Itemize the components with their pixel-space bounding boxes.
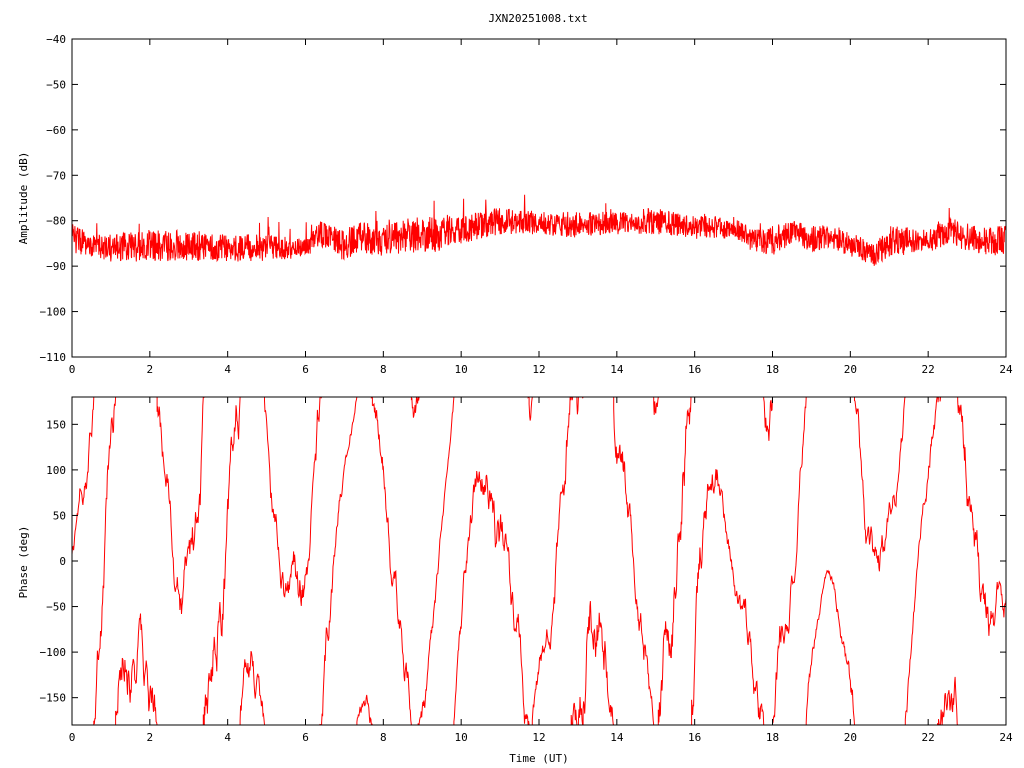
phase-x-tick-label: 16 xyxy=(688,731,701,744)
amplitude-y-tick-label: −40 xyxy=(46,33,66,46)
phase-y-tick-label: 100 xyxy=(46,464,66,477)
phase-x-tick-label: 14 xyxy=(610,731,624,744)
amplitude-x-tick-label: 6 xyxy=(302,363,309,376)
amplitude-y-tick-label: −110 xyxy=(40,351,67,364)
amplitude-plot-frame xyxy=(71,38,1007,358)
phase-series-path xyxy=(71,396,1007,726)
amplitude-y-axis-label: Amplitude (dB) xyxy=(17,152,30,245)
phase-x-tick-label: 4 xyxy=(224,731,231,744)
phase-y-tick-label: 150 xyxy=(46,418,66,431)
amplitude-x-tick-label: 2 xyxy=(147,363,154,376)
phase-y-tick-label: 50 xyxy=(53,509,66,522)
amplitude-panel: 0 2 4 6 8 10 12 14 16 18 20 22 24−40−50−60−70−80−90−… xyxy=(17,33,1013,376)
amplitude-axis-ticks: 0 2 4 6 8 10 12 14 16 18 20 22 24−40−50−60−70−80−90−… xyxy=(40,33,1013,376)
amplitude-x-tick-label: 10 xyxy=(455,363,468,376)
phase-x-tick-label: 10 xyxy=(455,731,468,744)
phase-x-tick-label: 18 xyxy=(766,731,779,744)
amplitude-y-tick-label: −90 xyxy=(46,260,66,273)
phase-panel: 0 2 4 6 8 10 12 14 16 18 20 22 24150100500−50−100−15… xyxy=(17,396,1013,765)
amplitude-x-tick-label: 12 xyxy=(532,363,545,376)
amplitude-y-tick-label: −50 xyxy=(46,78,66,91)
phase-series-line xyxy=(71,396,1007,726)
amplitude-y-tick-label: −60 xyxy=(46,124,66,137)
amplitude-x-tick-label: 14 xyxy=(610,363,624,376)
amplitude-x-tick-label: 0 xyxy=(69,363,76,376)
amplitude-x-tick-label: 18 xyxy=(766,363,779,376)
phase-y-tick-label: −50 xyxy=(46,601,66,614)
phase-x-tick-label: 2 xyxy=(147,731,154,744)
amplitude-x-tick-label: 16 xyxy=(688,363,701,376)
x-axis-label: Time (UT) xyxy=(509,752,569,765)
phase-x-tick-label: 6 xyxy=(302,731,309,744)
phase-plot-frame xyxy=(71,396,1007,726)
amplitude-series-line xyxy=(71,194,1007,266)
amplitude-x-tick-label: 20 xyxy=(844,363,857,376)
phase-y-tick-label: 0 xyxy=(59,555,66,568)
phase-x-tick-label: 20 xyxy=(844,731,857,744)
phase-x-tick-label: 22 xyxy=(922,731,935,744)
amplitude-y-tick-label: −100 xyxy=(40,306,67,319)
amplitude-x-tick-label: 8 xyxy=(380,363,387,376)
phase-x-tick-label: 12 xyxy=(532,731,545,744)
amplitude-y-tick-label: −80 xyxy=(46,215,66,228)
phase-x-tick-label: 24 xyxy=(999,731,1013,744)
phase-y-tick-label: −150 xyxy=(40,692,67,705)
phase-x-tick-label: 8 xyxy=(380,731,387,744)
amplitude-x-tick-label: 24 xyxy=(999,363,1013,376)
phase-y-axis-label: Phase (deg) xyxy=(17,526,30,599)
chart-title: JXN20251008.txt xyxy=(488,12,587,25)
amplitude-y-tick-label: −70 xyxy=(46,169,66,182)
amplitude-series-path xyxy=(71,194,1007,266)
phase-axis-ticks: 0 2 4 6 8 10 12 14 16 18 20 22 24150100500−50−100−15… xyxy=(40,397,1013,744)
amplitude-x-tick-label: 4 xyxy=(224,363,231,376)
phase-y-tick-label: −100 xyxy=(40,646,67,659)
amplitude-x-tick-label: 22 xyxy=(922,363,935,376)
phase-x-tick-label: 0 xyxy=(69,731,76,744)
